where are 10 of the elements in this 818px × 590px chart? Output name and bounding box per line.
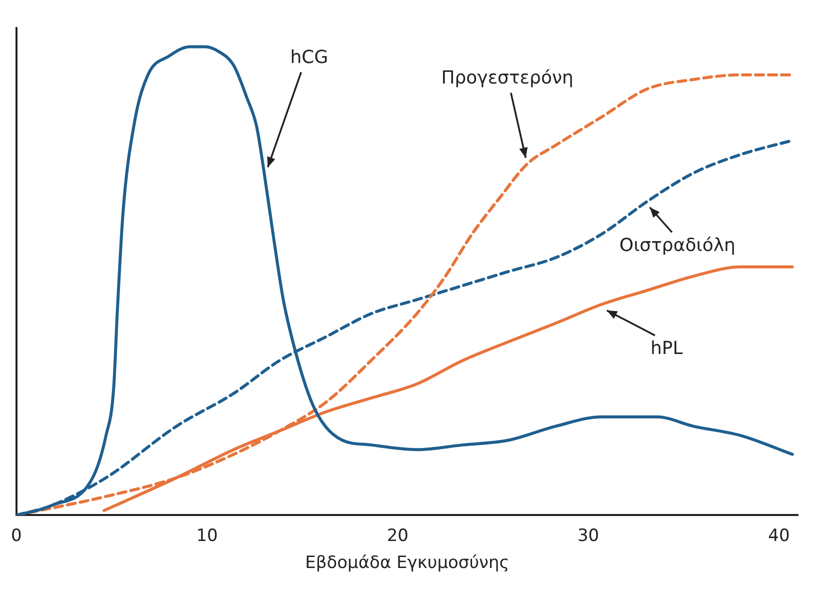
x-tick-label: 10 xyxy=(196,526,218,546)
x-tick-label: 30 xyxy=(577,526,600,546)
x-tick-label: 20 xyxy=(386,526,408,546)
text: hPL xyxy=(650,338,683,360)
x-tick-label: 0 xyxy=(10,526,22,546)
text: hCG xyxy=(290,46,328,68)
x-axis-title: Εβδομάδα Εγκυμοσύνης xyxy=(305,553,510,574)
series-label: Οιστραδιόλη xyxy=(619,235,736,256)
x-tick-label: 40 xyxy=(768,526,790,546)
text: Προγεστερόνη xyxy=(441,68,574,89)
